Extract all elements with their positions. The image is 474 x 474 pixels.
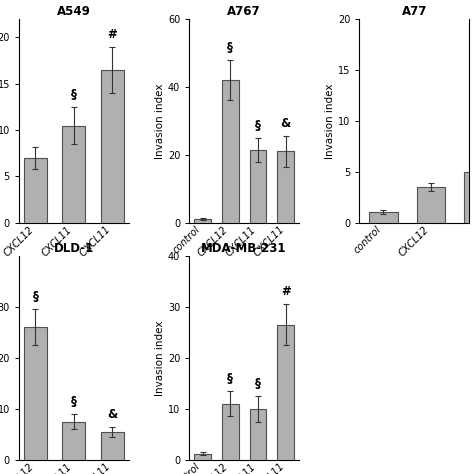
Bar xyxy=(63,126,85,223)
Y-axis label: Invasion index: Invasion index xyxy=(325,83,335,159)
Y-axis label: Invasion index: Invasion index xyxy=(155,83,165,159)
Text: §: § xyxy=(33,291,38,303)
Text: §: § xyxy=(255,119,261,132)
Text: #: # xyxy=(108,27,117,41)
Y-axis label: Invasion index: Invasion index xyxy=(155,320,165,396)
Bar xyxy=(250,409,266,460)
Bar xyxy=(222,80,238,223)
Text: &: & xyxy=(281,117,291,130)
Bar xyxy=(417,187,446,223)
Bar xyxy=(24,327,47,460)
Bar xyxy=(194,219,211,223)
Bar xyxy=(250,150,266,223)
Bar xyxy=(101,432,124,460)
Text: &: & xyxy=(107,408,118,420)
Bar xyxy=(24,158,47,223)
Bar xyxy=(101,70,124,223)
Bar xyxy=(277,152,294,223)
Title: DLD-1: DLD-1 xyxy=(54,242,94,255)
Bar xyxy=(277,325,294,460)
Bar xyxy=(194,454,211,460)
Title: A549: A549 xyxy=(57,5,91,18)
Title: A77: A77 xyxy=(401,5,427,18)
Text: #: # xyxy=(281,285,291,298)
Text: §: § xyxy=(255,377,261,390)
Text: §: § xyxy=(71,88,77,101)
Title: A767: A767 xyxy=(228,5,261,18)
Text: §: § xyxy=(71,395,77,408)
Bar xyxy=(369,211,398,223)
Text: §: § xyxy=(227,41,233,54)
Title: MDA-MB-231: MDA-MB-231 xyxy=(201,242,287,255)
Text: §: § xyxy=(227,372,233,385)
Bar xyxy=(222,404,238,460)
Bar xyxy=(63,421,85,460)
Bar xyxy=(465,172,474,223)
